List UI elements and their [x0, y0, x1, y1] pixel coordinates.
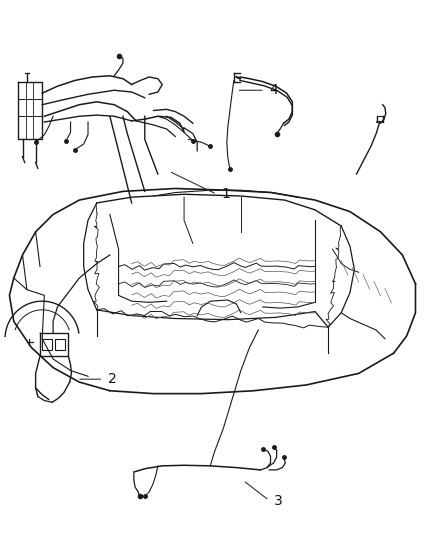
Text: 3: 3 — [274, 494, 283, 507]
Text: 1: 1 — [221, 187, 230, 201]
Bar — [42, 339, 52, 350]
Text: 2: 2 — [108, 372, 117, 386]
Text: 4: 4 — [269, 83, 278, 97]
Bar — [55, 339, 65, 350]
